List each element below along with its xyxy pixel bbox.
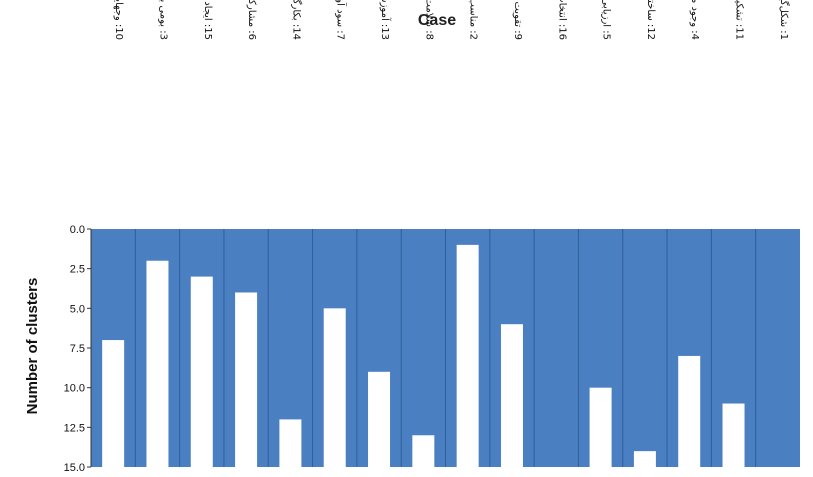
case-label: 10: وجهایت از عملکرد شهرداری و مدیران من…	[113, 0, 124, 40]
y-tick-label: 15.0	[64, 462, 85, 474]
case-label: 2: مناسب بودن میزان سهم تملک در منطقه	[468, 0, 479, 40]
case-label: 16: انتخاب شهردار توسط مردم	[556, 0, 567, 40]
bar-8	[412, 435, 435, 467]
bar-14	[279, 419, 302, 467]
case-label: 5: ارزیابی طرح های تهیه شده توسط ساکنین	[601, 0, 612, 40]
y-tick-label: 5.0	[70, 303, 85, 315]
case-label: 1: شکل‌گیری شورای محله	[778, 0, 790, 40]
case-label: 15: ایجاد ساختار مدیریت واحد شهری	[202, 0, 213, 40]
bar-15	[190, 276, 213, 467]
case-label: 8: سلامت مالی و کاهش	[423, 0, 434, 40]
case-label: 6: مشارکت و اطلاع رسانی نحوه اجرای	[246, 0, 257, 40]
bar-10	[102, 340, 125, 467]
bar-4	[678, 355, 701, 467]
bar-2	[456, 244, 479, 467]
case-label: 4: وجود مشخصه در منطقه	[689, 0, 700, 40]
y-tick-label: 0.0	[70, 224, 85, 236]
bar-3	[146, 260, 169, 467]
case-label: 9: تقویت سازمان های مردم نهاد	[512, 0, 523, 40]
bar-13	[368, 371, 391, 467]
case-label: 3: بومی بودن ساکنین	[157, 0, 168, 40]
case-labels: 10: وجهایت از عملکرد شهرداری و مدیران من…	[113, 0, 790, 40]
bar-11	[722, 403, 745, 467]
bar-7	[323, 308, 346, 467]
bar-9	[500, 324, 523, 467]
chart-title: Case	[418, 12, 456, 29]
y-tick-label: 2.5	[70, 264, 85, 276]
y-tick-label: 12.5	[64, 422, 85, 434]
bars	[102, 244, 745, 467]
y-tick-label: 7.5	[70, 343, 85, 355]
y-axis-label: Number of clusters	[24, 278, 41, 415]
case-label: 7: سود آور کردن مشارکت	[335, 0, 348, 40]
bar-6	[235, 292, 258, 467]
case-label: 13: آموزش مدیران و کارکنان شهرداری	[379, 0, 392, 40]
column-dividers	[134, 229, 757, 467]
case-label: 14: بکارگیری فناوری‌های نوین و تکنولوژی …	[290, 0, 302, 40]
bar-5	[589, 387, 612, 467]
case-label: 11: تشکیل جلسه های دوره ای و منظم	[734, 0, 745, 40]
bar-12	[633, 451, 656, 467]
y-tick-label: 10.0	[64, 383, 85, 395]
case-label: 12: ساختار سطحی و افکار سطحی محله محور	[645, 0, 656, 40]
y-axis: 0.0 2.5 5.0 7.5 10.0 12.5 15.0	[64, 224, 92, 474]
